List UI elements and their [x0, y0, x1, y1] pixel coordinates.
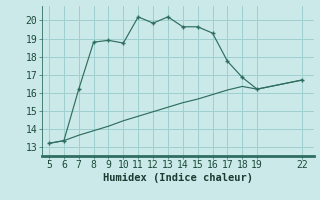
X-axis label: Humidex (Indice chaleur): Humidex (Indice chaleur)	[103, 173, 252, 183]
